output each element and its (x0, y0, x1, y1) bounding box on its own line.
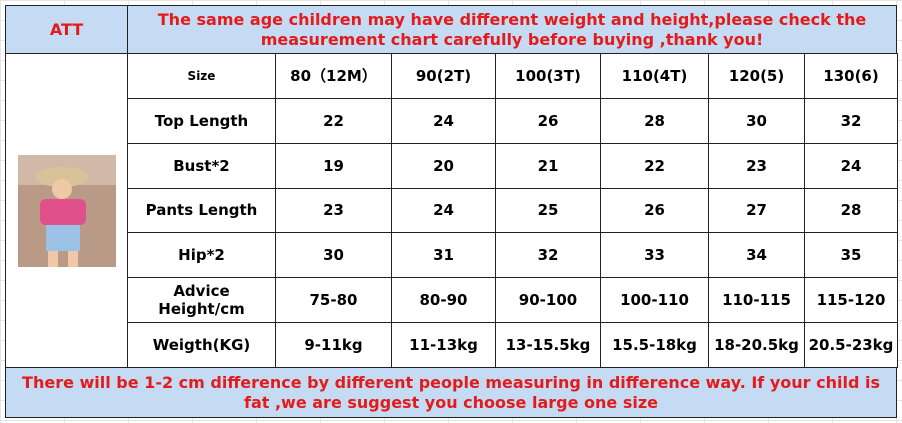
value-cell: 21 (495, 142, 601, 189)
value-cell: 26 (495, 97, 601, 144)
value-cell: 24 (391, 187, 496, 234)
column-header: 130(6) (804, 53, 898, 99)
size-header: Size (127, 53, 276, 99)
child-photo (17, 154, 116, 267)
value-cell: 115-120 (804, 277, 898, 324)
value-cell: 25 (495, 187, 601, 234)
value-cell: 11-13kg (391, 322, 496, 368)
value-cell: 24 (391, 97, 496, 144)
footer-note: There will be 1-2 cm difference by diffe… (5, 367, 897, 418)
value-cell: 23 (708, 142, 805, 189)
column-header: 120(5) (708, 53, 805, 99)
value-cell: 15.5-18kg (600, 322, 709, 368)
value-cell: 20 (391, 142, 496, 189)
value-cell: 33 (600, 232, 709, 279)
row-label: Top Length (127, 97, 276, 144)
header-notice: The same age children may have different… (127, 5, 897, 54)
value-cell: 35 (804, 232, 898, 279)
row-label: Hip*2 (127, 232, 276, 279)
value-cell: 23 (275, 187, 392, 234)
value-cell: 19 (275, 142, 392, 189)
value-cell: 30 (275, 232, 392, 279)
value-cell: 75-80 (275, 277, 392, 324)
value-cell: 26 (600, 187, 709, 234)
column-header: 100(3T) (495, 53, 601, 99)
value-cell: 32 (495, 232, 601, 279)
value-cell: 110-115 (708, 277, 805, 324)
column-header: 110(4T) (600, 53, 709, 99)
column-header: 90(2T) (391, 53, 496, 99)
row-label: Advice Height/cm (127, 277, 276, 324)
header-label: ATT (5, 5, 128, 54)
value-cell: 31 (391, 232, 496, 279)
value-cell: 28 (804, 187, 898, 234)
value-cell: 34 (708, 232, 805, 279)
value-cell: 24 (804, 142, 898, 189)
value-cell: 90-100 (495, 277, 601, 324)
value-cell: 22 (600, 142, 709, 189)
value-cell: 32 (804, 97, 898, 144)
value-cell: 30 (708, 97, 805, 144)
value-cell: 80-90 (391, 277, 496, 324)
value-cell: 100-110 (600, 277, 709, 324)
value-cell: 20.5-23kg (804, 322, 898, 368)
photo-cell (5, 53, 128, 368)
row-label: Pants Length (127, 187, 276, 234)
value-cell: 18-20.5kg (708, 322, 805, 368)
value-cell: 27 (708, 187, 805, 234)
value-cell: 9-11kg (275, 322, 392, 368)
value-cell: 13-15.5kg (495, 322, 601, 368)
row-label: Weigth(KG) (127, 322, 276, 368)
row-label: Bust*2 (127, 142, 276, 189)
value-cell: 22 (275, 97, 392, 144)
value-cell: 28 (600, 97, 709, 144)
column-header: 80（12M） (275, 53, 392, 99)
